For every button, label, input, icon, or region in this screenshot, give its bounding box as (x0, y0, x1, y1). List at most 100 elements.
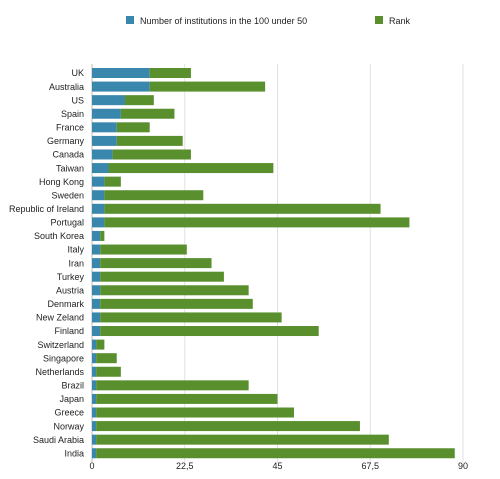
bar-rank (149, 81, 266, 92)
category-label: Hong Kong (39, 177, 84, 187)
bar-rank (100, 230, 105, 241)
bar-institutions (92, 244, 101, 255)
category-label: New Zeland (36, 313, 84, 323)
bar-rank (96, 393, 278, 404)
bar-rank (100, 285, 249, 296)
bar-rank (112, 149, 191, 160)
bar-rank (100, 271, 224, 282)
category-label: Singapore (43, 353, 84, 363)
bar-rank (96, 448, 455, 459)
bar-rank (96, 353, 117, 364)
legend-swatch (126, 16, 134, 24)
bar-institutions (92, 380, 97, 391)
category-label: France (56, 123, 84, 133)
bar-institutions (92, 339, 97, 350)
bar-institutions (92, 190, 105, 201)
bar-rank (116, 122, 150, 133)
category-label: Turkey (57, 272, 85, 282)
category-label: South Korea (34, 231, 84, 241)
bar-institutions (92, 122, 117, 133)
bar-institutions (92, 95, 125, 106)
category-label: Sweden (51, 190, 84, 200)
bar-institutions (92, 203, 105, 214)
bar-rank (96, 407, 294, 418)
legend-label: Rank (389, 16, 411, 26)
category-label: Finland (54, 326, 84, 336)
category-label: Portugal (50, 218, 84, 228)
x-tick-label: 0 (89, 461, 94, 471)
category-label: Iran (68, 258, 84, 268)
bar-rank (96, 366, 121, 377)
bar-institutions (92, 407, 97, 418)
category-label: Netherlands (35, 367, 84, 377)
bar-rank (108, 163, 274, 174)
category-label: Saudi Arabia (33, 435, 84, 445)
category-label: Denmark (47, 299, 84, 309)
category-label: Greece (54, 408, 84, 418)
category-label: Japan (59, 394, 84, 404)
x-axis-ticks: 0 22,5 45 67,5 90 (89, 461, 468, 471)
bar-institutions (92, 366, 97, 377)
bar-rank (100, 298, 253, 309)
category-labels: UK Australia US Spain France Germany Canada Tai… (9, 68, 85, 458)
bar-rank (104, 217, 410, 228)
bar-rank (96, 421, 360, 432)
bar-institutions (92, 393, 97, 404)
bar-rank (124, 95, 154, 106)
category-label: Switzerland (37, 340, 84, 350)
bar-institutions (92, 176, 105, 187)
category-label: India (64, 448, 84, 458)
bar-rank (104, 176, 121, 187)
category-label: US (71, 95, 84, 105)
bar-rank (149, 68, 191, 78)
category-label: Taiwan (56, 163, 84, 173)
category-label: Norway (53, 421, 84, 431)
x-tick-label: 90 (458, 461, 468, 471)
bar-institutions (92, 217, 105, 228)
legend-item: Rank (375, 16, 411, 26)
category-label: Canada (52, 150, 84, 160)
bar-institutions (92, 81, 150, 92)
legend-label: Number of institutions in the 100 under … (140, 16, 307, 26)
bar-rank (104, 190, 204, 201)
bar-institutions (92, 108, 121, 119)
x-tick-label: 22,5 (176, 461, 194, 471)
bar-institutions (92, 163, 109, 174)
x-tick-label: 45 (272, 461, 282, 471)
bar-institutions (92, 149, 113, 160)
bar-institutions (92, 434, 97, 445)
bar-institutions (92, 230, 101, 241)
category-label: Germany (47, 136, 85, 146)
bar-rank (96, 339, 105, 350)
legend: Number of institutions in the 100 under … (126, 16, 411, 26)
bar-institutions (92, 135, 117, 146)
bar-institutions (92, 258, 101, 269)
category-label: UK (71, 68, 84, 78)
bar-institutions (92, 298, 101, 309)
legend-swatch (375, 16, 383, 24)
bar-institutions (92, 271, 101, 282)
bar-rank (104, 203, 381, 214)
legend-item: Number of institutions in the 100 under … (126, 16, 307, 26)
bar-institutions (92, 68, 150, 78)
bar-institutions (92, 353, 97, 364)
category-label: Spain (61, 109, 84, 119)
category-label: Republic of Ireland (9, 204, 84, 214)
bar-institutions (92, 448, 97, 459)
bar-institutions (92, 326, 101, 337)
bars (92, 68, 455, 459)
x-tick-label: 67,5 (361, 461, 379, 471)
category-label: Brazil (61, 381, 84, 391)
bar-rank (100, 312, 282, 323)
bar-rank (100, 326, 319, 337)
bar-institutions (92, 285, 101, 296)
bar-rank (100, 258, 212, 269)
category-label: Austria (56, 285, 84, 295)
bar-rank (96, 380, 249, 391)
category-label: Australia (49, 82, 84, 92)
bar-rank (116, 135, 183, 146)
bar-rank (100, 244, 187, 255)
bar-rank (96, 434, 389, 445)
bar-rank (120, 108, 175, 119)
